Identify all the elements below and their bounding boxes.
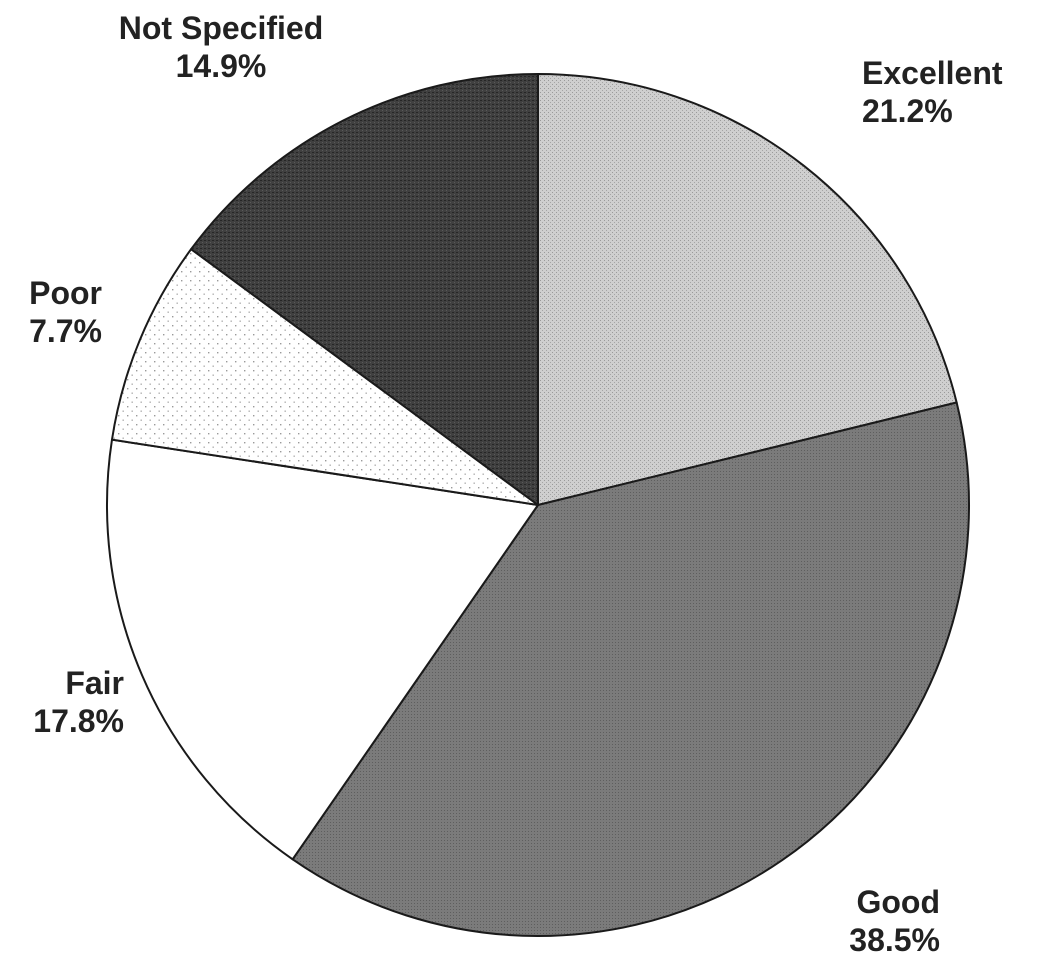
fair-label-value: 17.8% bbox=[33, 703, 124, 739]
slice-not-specified bbox=[190, 73, 539, 506]
excellent-label-value: 21.2% bbox=[862, 93, 953, 129]
not-specified-label-name: Not Specified bbox=[118, 10, 324, 46]
slice-fair bbox=[106, 438, 539, 861]
poor-label-name: Poor bbox=[29, 275, 102, 311]
good-label: Good 38.5% bbox=[810, 883, 940, 959]
slice-good bbox=[291, 401, 971, 937]
slice-excellent bbox=[537, 73, 958, 506]
fair-label: Fair 17.8% bbox=[14, 664, 124, 740]
not-specified-label-value: 14.9% bbox=[175, 48, 267, 84]
excellent-label: Excellent 21.2% bbox=[862, 54, 1003, 130]
poor-label: Poor 7.7% bbox=[14, 274, 102, 350]
poor-label-value: 7.7% bbox=[29, 313, 102, 349]
slice-poor bbox=[110, 248, 539, 506]
fair-label-name: Fair bbox=[65, 665, 124, 701]
excellent-label-name: Excellent bbox=[862, 55, 1003, 91]
good-label-value: 38.5% bbox=[849, 922, 940, 958]
good-label-name: Good bbox=[856, 884, 940, 920]
not-specified-label: Not Specified 14.9% bbox=[96, 9, 346, 85]
